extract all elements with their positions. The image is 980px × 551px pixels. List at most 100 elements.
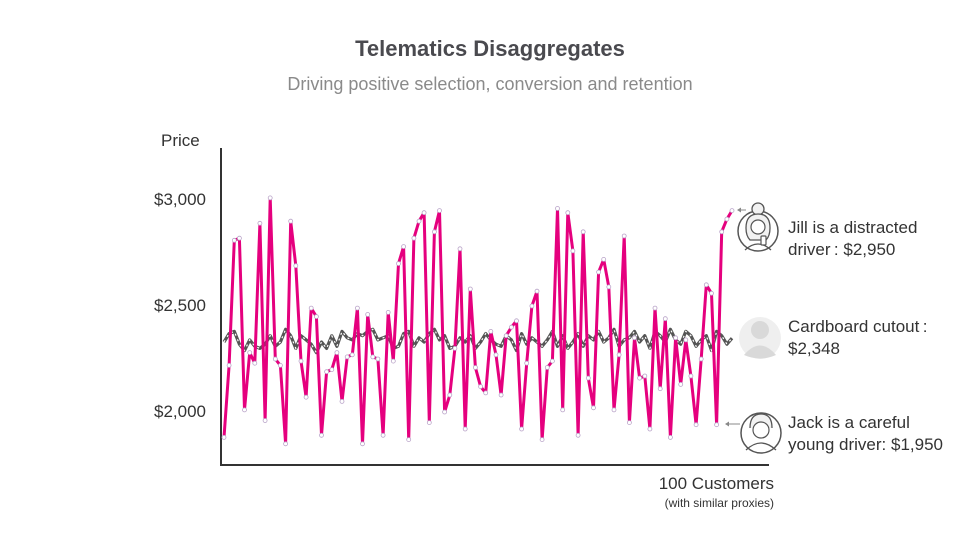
jill-callout-line1: Jill is a distracted: [788, 218, 918, 237]
data-point: [729, 208, 735, 214]
data-point: [683, 337, 689, 343]
data-point: [365, 312, 371, 317]
data-point: [313, 314, 319, 320]
data-point: [272, 356, 278, 362]
data-point: [647, 426, 653, 432]
data-point: [247, 350, 253, 356]
data-point: [349, 352, 355, 358]
data-point: [411, 235, 417, 241]
data-point: [329, 367, 335, 373]
data-point: [503, 333, 509, 339]
data-point: [344, 354, 350, 360]
person-silhouette-icon: [739, 317, 781, 359]
data-point: [662, 316, 668, 322]
data-point: [652, 305, 658, 311]
data-point: [360, 441, 365, 447]
data-point: [231, 237, 237, 243]
y-tick-label-2500: $2,500: [154, 296, 206, 315]
data-point: [380, 432, 386, 438]
data-point: [657, 386, 663, 392]
data-point: [534, 288, 540, 294]
data-point: [257, 220, 263, 226]
data-point: [267, 195, 273, 201]
data-point: [519, 426, 524, 432]
data-point: [637, 375, 642, 381]
data-point: [303, 394, 309, 400]
chart-title: Telematics Disaggregates: [355, 36, 625, 61]
data-point: [236, 235, 242, 241]
jill-callout-line2: driver : $2,950: [788, 240, 896, 259]
data-point: [616, 352, 622, 358]
data-point: [221, 434, 227, 440]
data-point: [385, 309, 391, 315]
data-point: [416, 218, 422, 224]
cutout-callout-line2: $2,348: [788, 339, 840, 358]
data-point: [472, 365, 478, 370]
x-axis-sublabel: (with similar proxies): [664, 496, 774, 510]
data-point: [524, 360, 530, 366]
data-point: [508, 324, 514, 330]
data-point: [678, 381, 684, 387]
data-point: [467, 286, 473, 292]
data-point: [426, 420, 432, 426]
data-point: [591, 405, 596, 411]
data-point: [719, 229, 725, 235]
data-point: [493, 352, 499, 358]
data-point: [447, 392, 453, 398]
data-point: [575, 432, 581, 438]
jack-callout-line2: young driver: $1,950: [788, 435, 943, 454]
data-point: [565, 210, 571, 216]
data-point: [442, 409, 448, 415]
data-point: [298, 358, 304, 364]
data-point: [242, 407, 247, 413]
data-point: [621, 233, 627, 239]
woman-with-phone-icon: [737, 202, 779, 252]
cutout-callout: Cardboard cutout : $2,348: [788, 316, 928, 360]
data-point: [703, 282, 709, 288]
jack-callout: Jack is a careful young driver: $1,950: [788, 412, 943, 456]
data-point: [488, 328, 494, 334]
data-point: [390, 358, 396, 364]
series-line-customers: [222, 196, 734, 446]
data-point: [570, 248, 576, 254]
data-point: [668, 434, 673, 440]
data-point: [226, 362, 232, 368]
data-point: [585, 375, 591, 381]
jill-callout: Jill is a distracted driver : $2,950: [788, 217, 917, 261]
jill-arrow: [737, 207, 746, 213]
data-point: [339, 398, 345, 404]
y-axis-label: Price: [161, 131, 200, 150]
data-point: [406, 437, 412, 443]
data-point: [606, 284, 612, 290]
data-point: [514, 318, 519, 324]
data-point: [642, 373, 648, 379]
data-point: [632, 335, 637, 341]
data-point: [673, 335, 678, 341]
data-point: [437, 208, 442, 214]
data-point: [262, 418, 268, 423]
data-point: [375, 356, 381, 362]
y-tick-label-2000: $2,000: [154, 402, 206, 421]
data-point: [462, 426, 468, 432]
cutout-callout-line1: Cardboard cutout :: [788, 317, 928, 336]
data-point: [560, 407, 566, 413]
data-point: [483, 390, 489, 396]
data-point: [529, 303, 535, 309]
data-point: [370, 354, 376, 360]
jack-arrow: [725, 421, 740, 427]
data-point: [252, 360, 258, 366]
data-point: [693, 422, 699, 428]
data-point: [688, 373, 694, 379]
jack-callout-line1: Jack is a careful: [788, 413, 910, 432]
data-point: [283, 441, 289, 447]
data-point: [421, 210, 427, 216]
data-point: [724, 216, 730, 222]
data-point: [611, 407, 617, 413]
x-axis-label: 100 Customers: [658, 474, 774, 493]
data-point: [478, 384, 484, 390]
data-point: [354, 305, 360, 311]
data-point: [539, 437, 545, 443]
y-tick-label-3000: $3,000: [154, 190, 206, 209]
data-point: [396, 261, 401, 267]
